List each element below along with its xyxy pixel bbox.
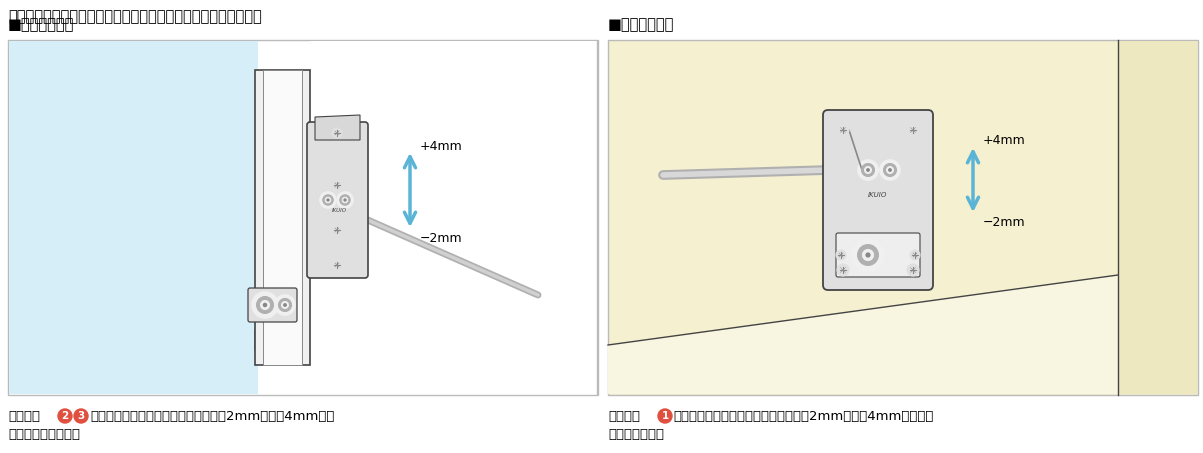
Circle shape bbox=[342, 197, 348, 203]
Text: 1: 1 bbox=[662, 411, 669, 421]
Bar bbox=[255, 70, 310, 365]
Circle shape bbox=[907, 124, 919, 136]
Circle shape bbox=[344, 199, 346, 201]
Text: ■扉の高さ調整: ■扉の高さ調整 bbox=[608, 17, 675, 32]
Circle shape bbox=[865, 167, 871, 173]
Circle shape bbox=[256, 297, 273, 313]
Circle shape bbox=[322, 195, 333, 205]
Text: 囲で調整できます。: 囲で調整できます。 bbox=[8, 428, 81, 441]
Text: +4mm: +4mm bbox=[420, 140, 463, 153]
Circle shape bbox=[852, 239, 884, 271]
Circle shape bbox=[75, 409, 88, 423]
Circle shape bbox=[883, 164, 896, 177]
Circle shape bbox=[863, 250, 873, 260]
Polygon shape bbox=[315, 115, 360, 140]
Polygon shape bbox=[1118, 41, 1197, 394]
Circle shape bbox=[320, 192, 336, 208]
Circle shape bbox=[275, 295, 295, 315]
Circle shape bbox=[836, 250, 846, 260]
Circle shape bbox=[889, 169, 891, 171]
Circle shape bbox=[282, 302, 289, 308]
FancyBboxPatch shape bbox=[307, 122, 368, 278]
Text: ローラー: ローラー bbox=[608, 410, 640, 423]
Bar bbox=[8, 40, 598, 395]
Circle shape bbox=[337, 192, 352, 208]
Circle shape bbox=[858, 160, 878, 180]
Circle shape bbox=[837, 124, 849, 136]
FancyBboxPatch shape bbox=[823, 110, 934, 290]
Text: +4mm: +4mm bbox=[983, 134, 1026, 146]
Bar bbox=[310, 41, 597, 394]
Circle shape bbox=[881, 160, 900, 180]
Text: 丸番号は部品番号です。部品表と照らし合わせてご覧ください。: 丸番号は部品番号です。部品表と照らし合わせてご覧ください。 bbox=[8, 9, 262, 24]
Circle shape bbox=[332, 128, 342, 138]
Circle shape bbox=[251, 292, 278, 318]
Circle shape bbox=[263, 304, 267, 307]
Text: −2mm: −2mm bbox=[983, 217, 1026, 230]
Text: 調整できます。: 調整できます。 bbox=[608, 428, 664, 441]
Circle shape bbox=[861, 164, 875, 177]
Polygon shape bbox=[608, 275, 1118, 394]
Text: ■扉の高さ調整: ■扉の高さ調整 bbox=[8, 17, 75, 32]
Bar bbox=[8, 41, 257, 394]
Circle shape bbox=[58, 409, 72, 423]
Circle shape bbox=[867, 169, 870, 171]
Circle shape bbox=[327, 199, 328, 201]
Circle shape bbox=[339, 195, 350, 205]
Polygon shape bbox=[255, 295, 561, 350]
FancyBboxPatch shape bbox=[836, 233, 920, 277]
Bar bbox=[608, 40, 1198, 395]
Bar bbox=[263, 70, 302, 365]
FancyBboxPatch shape bbox=[248, 288, 297, 322]
Text: を六角棒スパナで回して扉の高さを－2mmから＋4mmの範囲で: を六角棒スパナで回して扉の高さを－2mmから＋4mmの範囲で bbox=[672, 410, 934, 423]
Circle shape bbox=[837, 264, 849, 276]
Text: 2: 2 bbox=[61, 411, 69, 421]
Circle shape bbox=[279, 299, 291, 312]
Text: IKUIO: IKUIO bbox=[332, 207, 346, 212]
Circle shape bbox=[858, 245, 878, 265]
Circle shape bbox=[658, 409, 672, 423]
Text: −2mm: −2mm bbox=[420, 231, 463, 245]
Text: ローラー: ローラー bbox=[8, 410, 40, 423]
Circle shape bbox=[866, 253, 870, 257]
Circle shape bbox=[332, 179, 343, 191]
Text: を六角棒スパナで回して扉の高さを－2mmから＋4mmの範: を六角棒スパナで回して扉の高さを－2mmから＋4mmの範 bbox=[90, 410, 334, 423]
Circle shape bbox=[909, 250, 920, 260]
Circle shape bbox=[907, 264, 919, 276]
Circle shape bbox=[284, 304, 286, 306]
Circle shape bbox=[887, 167, 894, 173]
Text: IKUIO: IKUIO bbox=[869, 192, 888, 198]
Text: 3: 3 bbox=[77, 411, 84, 421]
Circle shape bbox=[261, 300, 269, 309]
Circle shape bbox=[332, 260, 342, 270]
Circle shape bbox=[325, 197, 331, 203]
Circle shape bbox=[332, 225, 342, 235]
